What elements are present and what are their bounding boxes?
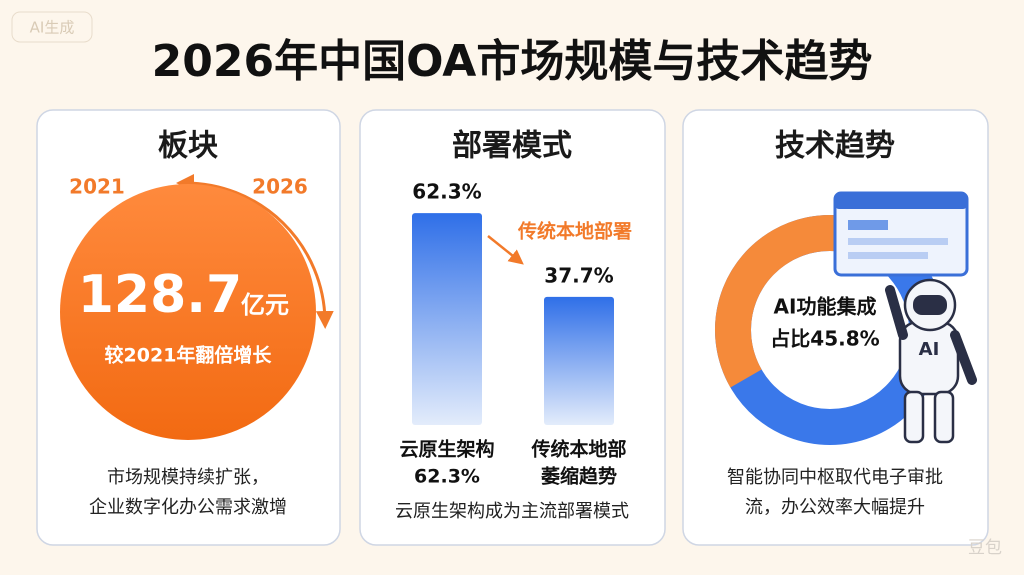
screen-block <box>848 220 888 230</box>
donut-share <box>714 215 945 445</box>
bar-value-label: 62.3% <box>412 180 481 204</box>
heading: 技术趋势 <box>775 129 895 164</box>
value: 128.7 <box>78 265 242 325</box>
note: 较2021年翻倍增长 <box>105 344 273 367</box>
annotation: 传统本地部署 <box>517 220 632 243</box>
bar-label: 萎缩趋势 <box>540 465 617 488</box>
bar-value-label: 37.7% <box>544 263 613 287</box>
robot-arm <box>885 285 908 340</box>
screen-line <box>848 252 928 259</box>
screen-bar <box>835 193 967 209</box>
caption: 流，办公效率大幅提升 <box>745 497 925 518</box>
robot-visor <box>913 295 947 315</box>
circle <box>60 184 316 440</box>
panel <box>359 109 666 546</box>
title: 2026年中国OA市场规模与技术趋势 <box>152 36 873 87</box>
robot-leg <box>933 390 955 444</box>
caption: 市场规模持续扩张， <box>107 467 269 488</box>
bar <box>412 213 482 425</box>
unit: 亿元 <box>241 291 289 319</box>
heading: 板块 <box>158 129 218 164</box>
arrow <box>487 235 524 265</box>
share-label: AI功能集成 <box>774 295 877 319</box>
share-label: 占比45.8% <box>770 327 879 351</box>
robot-arm <box>950 330 977 385</box>
year-from: 2021 <box>69 175 125 199</box>
badge: AI生成 <box>30 19 75 37</box>
caption: 云原生架构成为主流部署模式 <box>395 501 629 522</box>
caption: 智能协同中枢取代电子审批 <box>727 467 943 488</box>
robot-text: AI <box>919 339 940 360</box>
bar-label: 62.3% <box>414 466 480 488</box>
bar-label: 传统本地部 <box>530 438 626 461</box>
bar <box>544 296 614 425</box>
arrow <box>176 174 334 329</box>
watermark: 豆包 <box>968 538 1002 558</box>
badge-box <box>11 11 93 43</box>
year-to: 2026 <box>252 175 308 199</box>
screen-line <box>848 238 948 245</box>
heading: 部署模式 <box>452 129 572 164</box>
robot-leg <box>903 390 925 444</box>
caption: 企业数字化办公需求激增 <box>89 497 287 518</box>
bar-label: 云原生架构 <box>399 438 494 461</box>
